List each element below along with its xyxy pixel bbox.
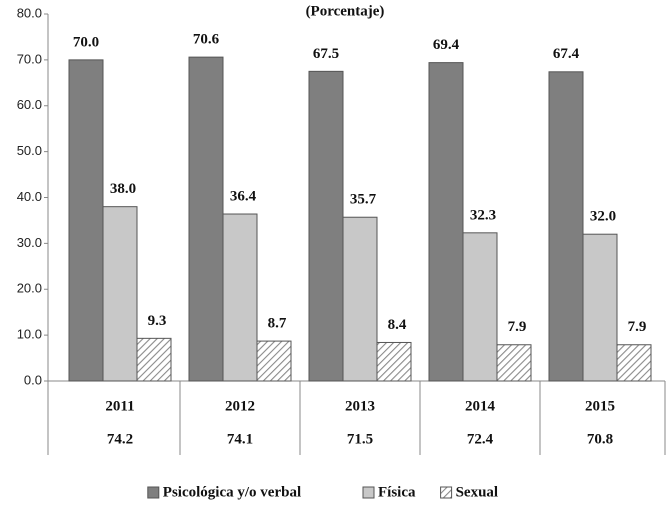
legend-swatch [440,486,453,499]
bar [548,71,584,382]
data-label: 7.9 [628,319,647,335]
data-label: 7.9 [508,319,527,335]
data-label: 67.4 [553,46,580,62]
bar [496,344,532,382]
bar [188,56,224,382]
data-label: 36.4 [230,188,257,204]
y-tick-label: 20.0 [17,281,42,296]
y-tick-label: 80.0 [17,5,42,20]
y-tick-label: 60.0 [17,97,42,112]
legend-swatch [362,486,375,499]
data-label: 8.4 [388,317,407,333]
y-tick-label: 70.0 [17,51,42,66]
total-label: 72.4 [467,431,494,447]
total-label: 71.5 [347,431,373,447]
bar [308,70,344,382]
total-label: 70.8 [587,431,613,447]
x-tick-label: 2013 [345,398,375,414]
legend-label: Psicológica y/o verbal [163,484,301,500]
bar [68,59,104,382]
bar [376,341,412,382]
bar [428,62,464,382]
legend-label: Sexual [456,484,499,500]
bar [222,213,258,382]
bar [462,232,498,382]
total-label: 74.2 [107,431,133,447]
y-tick-label: 40.0 [17,189,42,204]
data-label: 69.4 [433,37,460,53]
bar [616,344,652,382]
x-tick-label: 2011 [105,398,134,414]
x-tick-label: 2014 [465,398,496,414]
data-label: 32.3 [470,207,496,223]
y-tick-label: 0.0 [24,372,42,387]
data-label: 38.0 [110,181,136,197]
bar [342,216,378,382]
y-tick-label: 50.0 [17,143,42,158]
bar [256,340,292,382]
data-label: 70.0 [73,34,99,50]
bar [136,337,172,382]
legend-swatch [147,486,160,499]
data-label: 32.0 [590,209,616,225]
data-label: 70.6 [193,32,220,48]
legend-label: Física [378,484,416,500]
data-label: 9.3 [148,313,167,329]
total-label: 74.1 [227,431,253,447]
y-tick-label: 10.0 [17,327,42,342]
data-label: 35.7 [350,192,377,208]
data-label: 67.5 [313,46,339,62]
chart-subtitle: (Porcentaje) [306,3,385,19]
x-tick-label: 2015 [585,398,615,414]
bar [582,233,618,382]
bar [102,206,138,382]
x-tick-label: 2012 [225,398,255,414]
y-tick-label: 30.0 [17,235,42,250]
data-label: 8.7 [268,316,287,332]
